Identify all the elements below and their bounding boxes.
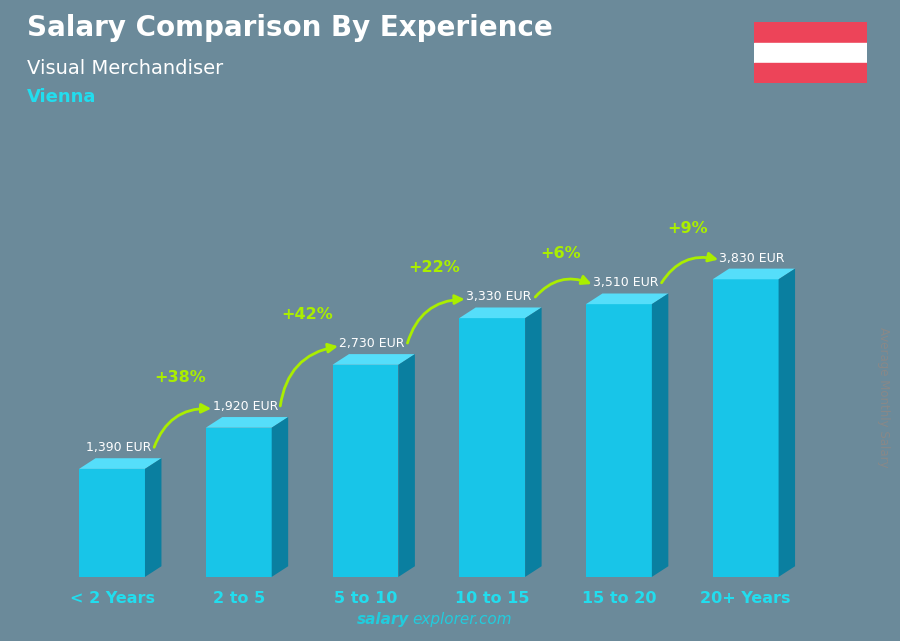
Text: Salary Comparison By Experience: Salary Comparison By Experience — [27, 14, 553, 42]
Bar — [754, 43, 867, 63]
Polygon shape — [145, 458, 161, 577]
Text: salary: salary — [357, 612, 410, 627]
Text: +9%: +9% — [667, 221, 707, 237]
Polygon shape — [79, 469, 145, 577]
Polygon shape — [79, 458, 161, 469]
Text: 1,390 EUR: 1,390 EUR — [86, 441, 151, 454]
Text: 1,920 EUR: 1,920 EUR — [212, 400, 278, 413]
Polygon shape — [332, 354, 415, 365]
Text: Vienna: Vienna — [27, 88, 96, 106]
Polygon shape — [399, 354, 415, 577]
Text: 2,730 EUR: 2,730 EUR — [339, 337, 405, 350]
Text: 3,330 EUR: 3,330 EUR — [466, 290, 532, 303]
Polygon shape — [713, 269, 795, 279]
Text: explorer.com: explorer.com — [412, 612, 512, 627]
Text: +6%: +6% — [540, 246, 580, 261]
Text: Average Monthly Salary: Average Monthly Salary — [878, 327, 890, 468]
Polygon shape — [586, 304, 652, 577]
Bar — [754, 63, 867, 83]
Text: Visual Merchandiser: Visual Merchandiser — [27, 59, 223, 78]
Polygon shape — [586, 294, 669, 304]
Polygon shape — [778, 269, 795, 577]
Text: +38%: +38% — [155, 370, 206, 385]
Polygon shape — [459, 308, 542, 318]
Text: +22%: +22% — [408, 260, 460, 275]
Polygon shape — [272, 417, 288, 577]
Text: 3,510 EUR: 3,510 EUR — [593, 276, 658, 290]
Bar — [754, 22, 867, 43]
Polygon shape — [459, 318, 525, 577]
Text: +42%: +42% — [281, 307, 333, 322]
Polygon shape — [332, 365, 399, 577]
Polygon shape — [206, 417, 288, 428]
Text: 3,830 EUR: 3,830 EUR — [719, 252, 785, 265]
Polygon shape — [525, 308, 542, 577]
Polygon shape — [652, 294, 669, 577]
Polygon shape — [206, 428, 272, 577]
Polygon shape — [713, 279, 778, 577]
